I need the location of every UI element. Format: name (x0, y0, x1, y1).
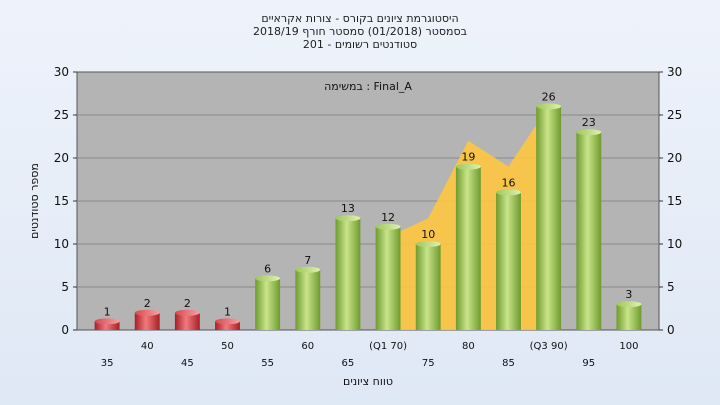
value-label: 26 (542, 90, 556, 103)
x-tick-label: 75 (422, 358, 435, 369)
x-tick-label: 50 (221, 341, 234, 352)
value-label: 6 (264, 262, 271, 275)
bar-35 (94, 318, 120, 330)
value-label: 2 (184, 297, 191, 310)
bar-body (295, 269, 321, 330)
bar-cap (255, 275, 281, 282)
bar-body (576, 132, 602, 330)
y-tick-label-left: 10 (54, 237, 69, 251)
x-tick-label: 45 (181, 358, 194, 369)
bar-(Q3 90) (536, 103, 562, 331)
bar-cap (215, 318, 240, 325)
y-axis-label: מספר סטודנטים (28, 163, 41, 239)
bar-body (415, 244, 441, 330)
chart-title: היסטוגרמת ציונים בקורס - צורות אקראיים ב… (253, 12, 467, 51)
value-label: 23 (582, 116, 596, 129)
value-label: 1 (224, 305, 231, 318)
y-tick-label-left: 5 (61, 280, 69, 294)
bar-cap (375, 223, 401, 230)
bar-body (134, 312, 160, 330)
bar-cap (174, 309, 200, 316)
value-label: 2 (144, 297, 151, 310)
bar-body (215, 321, 240, 330)
bar-body (455, 166, 481, 330)
bars (94, 103, 642, 331)
y-tick-label-left: 0 (61, 323, 69, 337)
value-label: 12 (381, 211, 395, 224)
bar-55 (255, 275, 281, 330)
y-tick-label-right: 10 (667, 237, 682, 251)
x-tick-label: 95 (582, 358, 595, 369)
plot-annotation: במשימה : Final_A (324, 80, 412, 93)
y-tick-label-left: 30 (54, 65, 69, 79)
title-line-2: בסמסטר (01/2018) סמסטר חורף 2018/19 (253, 25, 467, 38)
x-tick-label: 35 (101, 358, 114, 369)
x-tick-label: 40 (141, 341, 154, 352)
bar-65 (335, 215, 361, 330)
bar-body (174, 312, 200, 330)
bar-body (335, 218, 361, 330)
y-tick-label-right: 30 (667, 65, 682, 79)
value-label: 3 (625, 288, 632, 301)
title-line-1: היסטוגרמת ציונים בקורס - צורות אקראיים (261, 12, 458, 25)
value-label: 16 (502, 176, 516, 189)
bar-cap (134, 309, 160, 316)
y-tick-label-right: 15 (667, 194, 682, 208)
y-axis-right-ticks: 0 5 10 15 20 25 30 (659, 65, 682, 337)
bar-100 (616, 301, 642, 330)
bar-cap (94, 318, 120, 325)
bar-95 (576, 129, 602, 330)
x-tick-label: 100 (619, 341, 638, 352)
bar-60 (295, 266, 321, 330)
x-axis-ticks: 35 40 45 50 55 60 65 (Q1 70) 75 80 85 (Q3 90) 95 100 (101, 341, 639, 369)
value-label: 7 (304, 254, 311, 267)
x-tick-label: 65 (342, 358, 355, 369)
x-tick-label: 60 (301, 341, 314, 352)
bar-body (536, 106, 562, 331)
value-label: 1 (104, 305, 111, 318)
bar-75 (415, 241, 441, 330)
bar-cap (616, 301, 642, 308)
y-tick-label-right: 0 (667, 323, 675, 337)
bar-40 (134, 309, 160, 330)
y-tick-label-left: 15 (54, 194, 69, 208)
value-label: 13 (341, 202, 355, 215)
grid (77, 114, 659, 288)
bar-body (375, 226, 401, 330)
bar-cap (415, 241, 441, 247)
y-tick-label-right: 25 (667, 108, 682, 122)
bar-85 (496, 189, 521, 330)
x-tick-label: 85 (502, 358, 515, 369)
bar-body (255, 278, 281, 330)
x-tick-label: 80 (462, 341, 475, 352)
bar-cap (295, 266, 321, 273)
y-tick-label-right: 20 (667, 151, 682, 165)
y-tick-label-right: 5 (667, 280, 675, 294)
bar-body (94, 321, 120, 330)
y-tick-label-left: 25 (54, 108, 69, 122)
bar-cap (536, 103, 562, 110)
bar-cap (455, 163, 481, 170)
x-axis-label: טווח ציונים (343, 375, 393, 388)
x-tick-label: (Q3 90) (530, 341, 568, 352)
bar-50 (215, 318, 240, 330)
x-tick-label: (Q1 70) (369, 341, 407, 352)
bar-45 (174, 309, 200, 330)
bar-body (496, 192, 521, 330)
bar-cap (576, 129, 602, 136)
bar-body (616, 304, 642, 330)
bar-(Q1 70) (375, 223, 401, 330)
bar-80 (455, 163, 481, 330)
value-label: 19 (461, 151, 475, 164)
y-axis-left-ticks: 0 5 10 15 20 25 30 (54, 65, 77, 337)
x-tick-label: 55 (261, 358, 274, 369)
bar-cap (335, 215, 361, 222)
title-line-3: סטודנטים רשומים - 201 (303, 38, 417, 51)
bar-cap (496, 189, 521, 196)
value-label: 10 (421, 228, 435, 241)
y-tick-label-left: 20 (54, 151, 69, 165)
